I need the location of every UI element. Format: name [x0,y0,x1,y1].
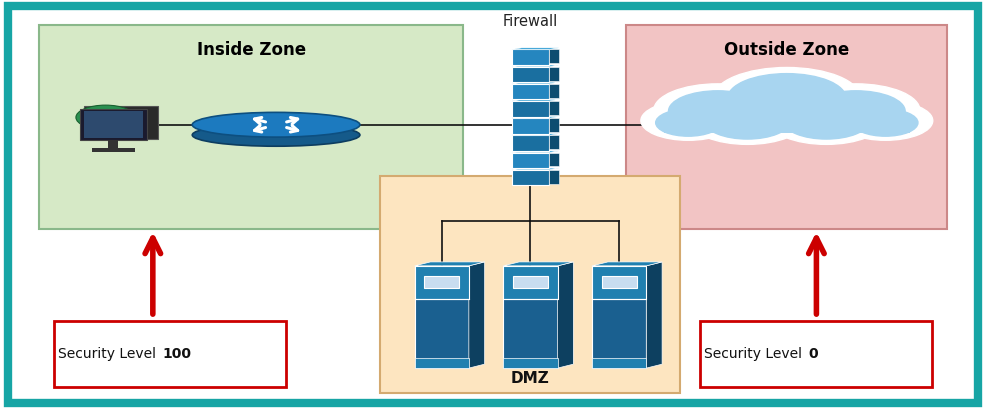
Circle shape [769,97,883,144]
Ellipse shape [192,112,360,137]
Circle shape [784,104,869,139]
Bar [512,101,549,117]
Bar [92,148,135,152]
Text: Firewall: Firewall [503,14,558,29]
Polygon shape [512,82,559,84]
Text: DMZ: DMZ [511,371,550,386]
Circle shape [728,74,846,123]
Bar [414,266,469,368]
Bar [512,118,549,134]
Bar [513,276,548,288]
Polygon shape [512,134,559,135]
Polygon shape [512,48,559,49]
Circle shape [107,117,123,124]
Bar [512,153,549,168]
Polygon shape [414,262,485,266]
Polygon shape [592,262,662,266]
Bar [549,67,559,81]
Bar [504,266,558,368]
Circle shape [838,101,933,140]
Bar [512,49,549,65]
Bar [414,358,469,368]
Circle shape [853,109,918,136]
Polygon shape [512,99,559,101]
Circle shape [792,84,920,137]
Ellipse shape [192,124,360,146]
Circle shape [669,91,767,132]
Bar [84,106,158,139]
Bar [512,170,549,185]
Bar [549,118,559,132]
Bar [414,266,469,299]
Polygon shape [558,262,574,368]
Circle shape [807,91,905,132]
Bar [654,115,920,135]
Bar [549,101,559,115]
Bar [424,276,459,288]
Circle shape [86,110,106,119]
Bar [80,110,147,140]
Bar [380,176,680,393]
Circle shape [690,97,805,144]
Bar [549,153,559,166]
Polygon shape [647,262,662,368]
Bar [512,135,549,151]
Polygon shape [504,262,574,266]
Text: 100: 100 [162,347,191,361]
Bar [592,358,647,368]
Polygon shape [512,117,559,118]
Bar [54,321,286,387]
Text: Security Level: Security Level [704,347,806,361]
Polygon shape [469,262,485,368]
Bar [664,117,910,133]
Bar [700,321,932,387]
Polygon shape [512,168,559,170]
Text: 0: 0 [808,347,817,361]
Circle shape [654,84,782,137]
Bar [504,358,558,368]
Bar [549,84,559,98]
Bar [512,67,549,82]
Polygon shape [512,151,559,153]
Bar [549,49,559,63]
Bar [108,140,118,149]
Text: Inside Zone: Inside Zone [197,41,306,59]
Bar [601,276,637,288]
Circle shape [656,109,721,136]
Bar [626,25,947,229]
Bar [592,266,647,299]
Circle shape [641,101,736,140]
Bar [592,266,647,368]
Bar [84,111,143,138]
Bar [549,170,559,184]
Text: Outside Zone: Outside Zone [724,41,849,59]
Bar [39,25,463,229]
Circle shape [705,104,790,139]
Text: Security Level: Security Level [58,347,160,361]
Bar [549,135,559,149]
Bar [512,84,549,99]
Circle shape [713,67,861,129]
Polygon shape [512,65,559,67]
Bar [504,266,558,299]
Circle shape [76,105,135,130]
